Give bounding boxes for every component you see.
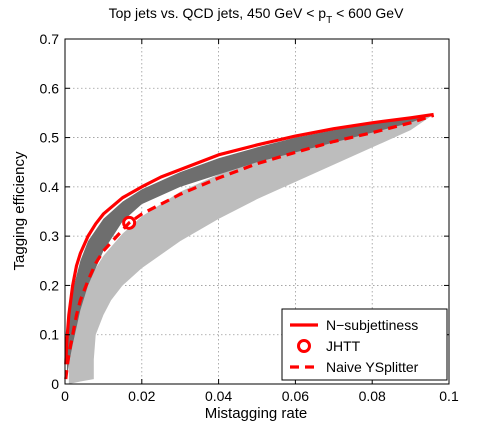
y-axis-label: Tagging efficiency	[11, 151, 28, 270]
x-axis-label: Mistagging rate	[205, 405, 308, 422]
plot-area: 0 0.02 0.04 0.06 0.08 0.1 0 0.1 0.2 0.3 0.4 0.5 0.6 0…	[40, 31, 459, 404]
x-tick-label: 0	[61, 388, 69, 404]
y-tick-label: 0.2	[40, 277, 60, 293]
x-tick-label: 0.06	[282, 388, 309, 404]
y-tick-label: 0.7	[40, 31, 60, 47]
chart-title: Top jets vs. QCD jets, 450 GeV < pT < 60…	[109, 5, 404, 26]
series-line-naive-ysplitter	[64, 113, 435, 380]
x-tick-label: 0.04	[205, 388, 232, 404]
y-tick-label: 0.3	[40, 228, 60, 244]
legend-label: JHTT	[326, 338, 361, 354]
x-tick-label: 0.1	[439, 388, 459, 404]
y-tick-label: 0.5	[40, 130, 60, 146]
series-marker-jhtt	[122, 215, 137, 230]
axes-frame	[64, 38, 450, 385]
uncertainty-band	[68, 114, 434, 384]
y-tick-label: 0.4	[40, 179, 60, 195]
x-tick-label: 0.08	[359, 388, 386, 404]
y-tick-label: 0.1	[40, 327, 60, 343]
legend-label: N−subjettiness	[326, 317, 418, 333]
y-tick-label: 0	[51, 376, 59, 392]
legend-label: Naive YSplitter	[326, 359, 419, 375]
legend-swatch-jhtt	[297, 339, 311, 353]
x-tick-label: 0.02	[128, 388, 155, 404]
y-tick-label: 0.6	[40, 80, 60, 96]
series-line-n-subjettiness	[64, 112, 434, 365]
